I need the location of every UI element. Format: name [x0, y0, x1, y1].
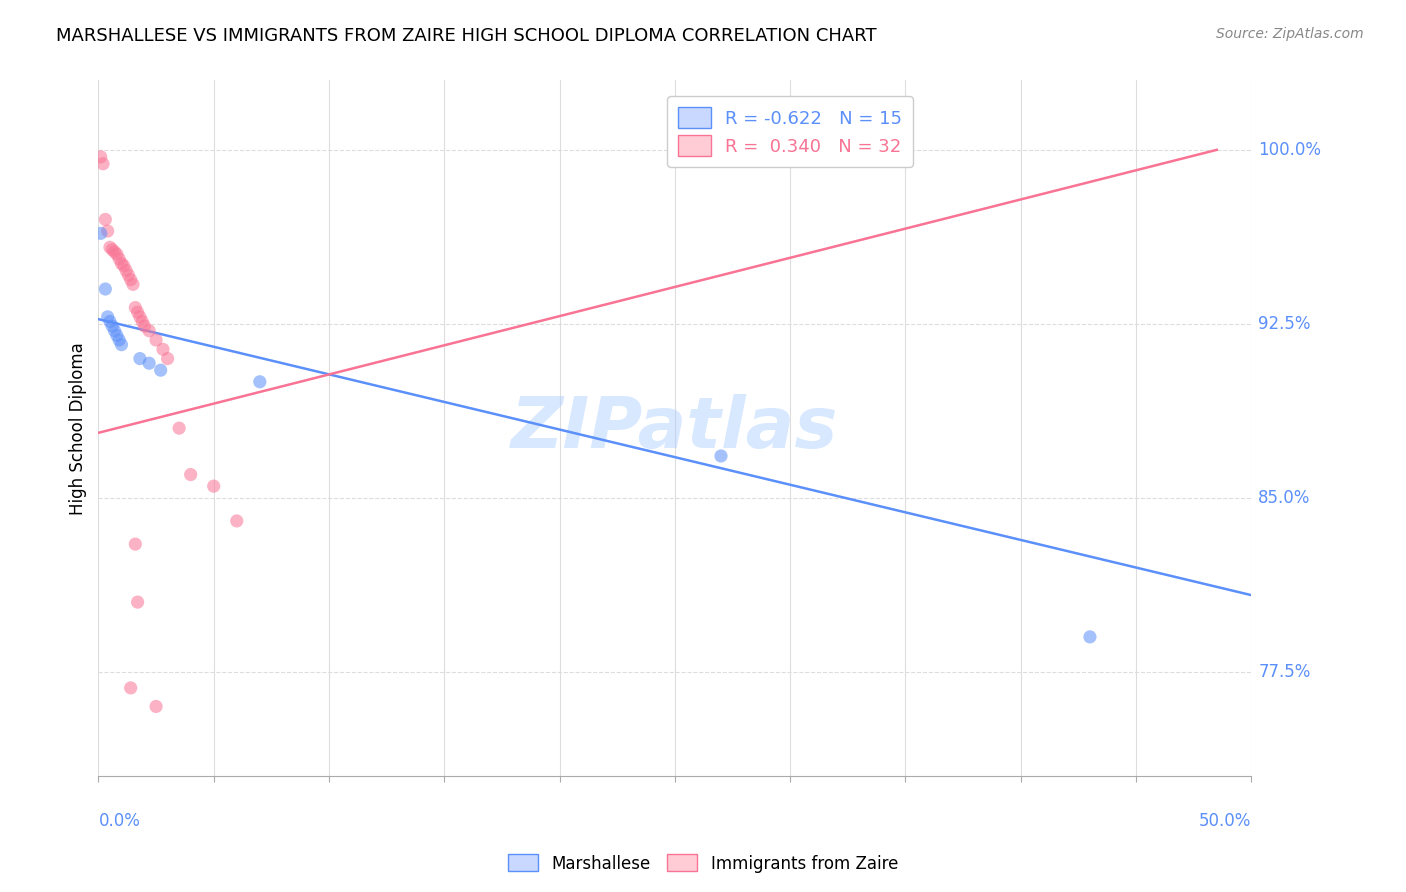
Point — [91, 157, 114, 171]
Point — [131, 314, 153, 328]
Point — [138, 356, 160, 370]
Y-axis label: High School Diploma: High School Diploma — [69, 342, 87, 515]
Point — [152, 343, 174, 357]
Point — [97, 224, 120, 238]
Point — [149, 363, 172, 377]
Point — [249, 375, 271, 389]
Point — [156, 351, 179, 366]
Text: 92.5%: 92.5% — [1258, 315, 1310, 333]
Point — [108, 333, 131, 347]
Point — [94, 282, 117, 296]
Point — [105, 328, 128, 343]
Text: ZIPatlas: ZIPatlas — [512, 393, 838, 463]
Point — [90, 150, 112, 164]
Text: 100.0%: 100.0% — [1258, 141, 1322, 159]
Point — [90, 227, 112, 241]
Point — [145, 333, 167, 347]
Point — [134, 319, 156, 334]
Text: 0.0%: 0.0% — [98, 812, 141, 830]
Text: MARSHALLESE VS IMMIGRANTS FROM ZAIRE HIGH SCHOOL DIPLOMA CORRELATION CHART: MARSHALLESE VS IMMIGRANTS FROM ZAIRE HIG… — [56, 27, 877, 45]
Point — [120, 681, 142, 695]
Point — [110, 256, 132, 270]
Point — [120, 273, 142, 287]
Text: 50.0%: 50.0% — [1199, 812, 1251, 830]
Point — [225, 514, 247, 528]
Point — [110, 337, 132, 351]
Point — [103, 324, 125, 338]
Point — [112, 259, 135, 273]
Point — [129, 310, 152, 324]
Point — [138, 324, 160, 338]
Text: Source: ZipAtlas.com: Source: ZipAtlas.com — [1216, 27, 1364, 41]
Point — [105, 247, 128, 261]
Point — [117, 268, 139, 282]
Point — [108, 252, 131, 266]
Point — [710, 449, 733, 463]
Point — [202, 479, 225, 493]
Point — [98, 240, 121, 254]
Point — [97, 310, 120, 324]
Point — [145, 699, 167, 714]
Point — [115, 263, 138, 277]
Point — [1078, 630, 1101, 644]
Point — [180, 467, 202, 482]
Point — [124, 301, 146, 315]
Point — [103, 244, 125, 259]
Point — [101, 243, 124, 257]
Point — [94, 212, 117, 227]
Legend: R = -0.622   N = 15, R =  0.340   N = 32: R = -0.622 N = 15, R = 0.340 N = 32 — [668, 96, 912, 167]
Point — [101, 319, 124, 334]
Point — [98, 314, 121, 328]
Point — [124, 537, 146, 551]
Point — [122, 277, 145, 292]
Point — [127, 305, 149, 319]
Legend: Marshallese, Immigrants from Zaire: Marshallese, Immigrants from Zaire — [502, 847, 904, 880]
Point — [127, 595, 149, 609]
Point — [167, 421, 190, 435]
Text: 77.5%: 77.5% — [1258, 663, 1310, 681]
Point — [129, 351, 152, 366]
Text: 85.0%: 85.0% — [1258, 489, 1310, 507]
